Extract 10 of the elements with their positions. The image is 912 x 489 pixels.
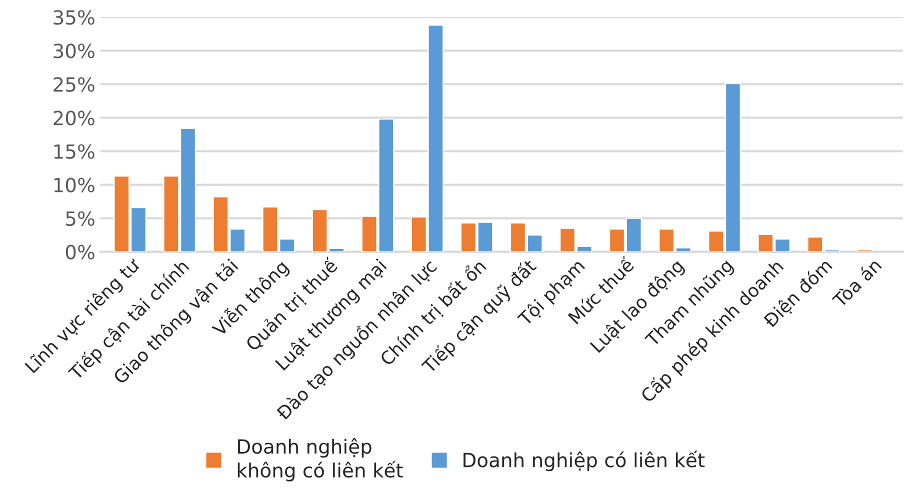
y-tick-label: 25% (54, 77, 94, 92)
y-tick-label: 20% (54, 110, 94, 126)
y-tick-label: 10% (54, 178, 94, 192)
y-tick-label: 30% (54, 44, 94, 58)
y-tick-label: 5% (66, 211, 94, 226)
y-tick-label: 35% (54, 10, 94, 25)
legend-label: Doanh nghiệp không có liên kết (238, 438, 403, 482)
y-tick-label: 0% (66, 244, 94, 260)
legend-label: Doanh nghiệp có liên kết (464, 450, 705, 472)
y-tick-label: 15% (54, 144, 94, 159)
